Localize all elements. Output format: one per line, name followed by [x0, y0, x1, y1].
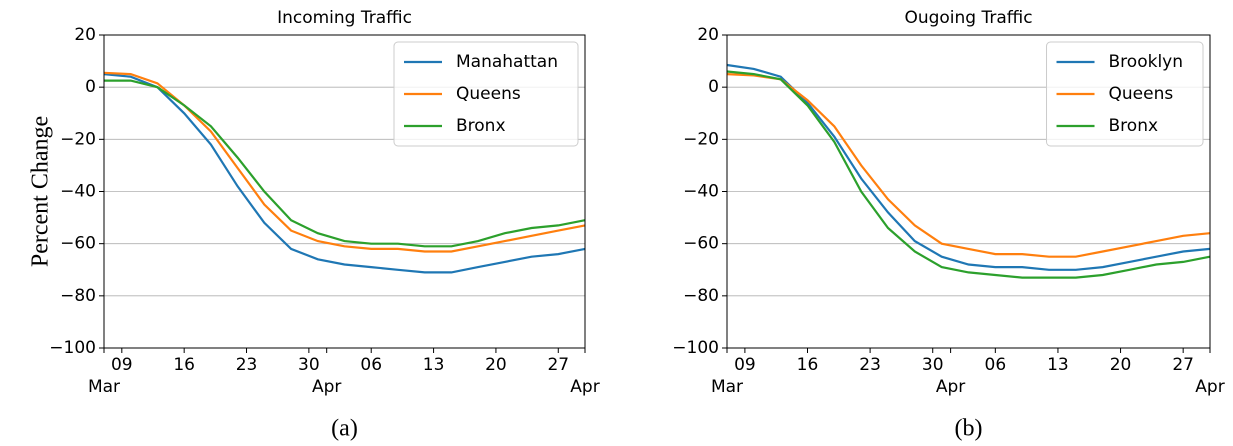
x-month-label: Apr [312, 377, 341, 397]
y-tick-label: −60 [60, 234, 96, 254]
y-tick-label: −100 [672, 338, 719, 358]
chart-title: Incoming Traffic [277, 8, 412, 28]
x-month-label: Apr [936, 377, 965, 397]
y-tick-label: −60 [683, 234, 719, 254]
x-tick-label: 20 [1110, 355, 1132, 375]
legend-label: Queens [1109, 84, 1174, 104]
y-tick-label: −80 [683, 286, 719, 306]
x-tick-label: 06 [360, 355, 382, 375]
legend-box [393, 41, 579, 147]
legend-label: Bronx [456, 116, 506, 136]
y-tick-label: −20 [60, 129, 96, 149]
caption: (a) [331, 416, 358, 442]
x-tick-label: 23 [236, 355, 258, 375]
y-tick-label: −80 [60, 286, 96, 306]
y-tick-label: 20 [697, 25, 719, 45]
line-series [726, 63, 1211, 271]
legend-label: Brooklyn [1109, 52, 1183, 72]
line-series [726, 70, 1211, 279]
x-month-label: Mar [88, 377, 120, 397]
y-tick-label: −100 [49, 338, 96, 358]
legend-label: Queens [456, 84, 521, 104]
x-tick-label: 20 [485, 355, 507, 375]
x-tick-label: 13 [423, 355, 445, 375]
y-tick-label: 0 [85, 77, 96, 97]
x-tick-label: 06 [985, 355, 1007, 375]
x-tick-label: 30 [298, 355, 320, 375]
y-tick-label: −40 [683, 182, 719, 202]
x-tick-label: 09 [111, 355, 133, 375]
line-series [104, 79, 586, 248]
x-month-label: Apr [570, 377, 599, 397]
legend-label: Bronx [1109, 116, 1159, 136]
x-tick-label: 23 [859, 355, 881, 375]
chart-title: Ougoing Traffic [904, 8, 1032, 28]
x-month-label: Apr [1195, 377, 1224, 397]
line-series [103, 73, 586, 274]
x-tick-label: 27 [1172, 355, 1194, 375]
x-tick-label: 30 [922, 355, 944, 375]
x-tick-label: 27 [547, 355, 569, 375]
plot-frame [103, 34, 586, 349]
caption: (b) [955, 416, 983, 442]
x-tick-label: 16 [797, 355, 819, 375]
y-tick-label: 0 [708, 77, 719, 97]
y-tick-label: 20 [74, 25, 96, 45]
plot-frame [726, 34, 1211, 349]
legend-label: Manahattan [456, 52, 558, 72]
y-tick-label: −40 [60, 182, 96, 202]
legend-box [1046, 41, 1204, 147]
line-series [726, 73, 1211, 258]
x-tick-label: 13 [1047, 355, 1069, 375]
x-month-label: Mar [711, 377, 743, 397]
y-tick-label: −20 [683, 129, 719, 149]
y-axis-label: Percent Change [28, 116, 54, 267]
x-tick-label: 09 [734, 355, 756, 375]
x-tick-label: 16 [173, 355, 195, 375]
